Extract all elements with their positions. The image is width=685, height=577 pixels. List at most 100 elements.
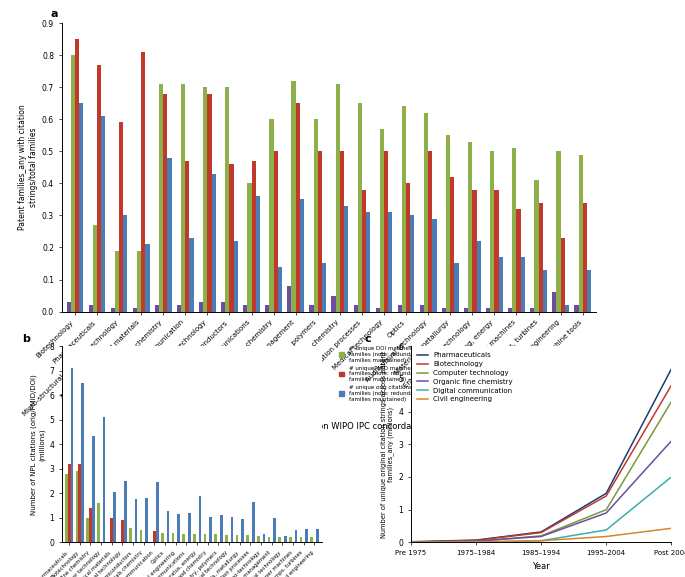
Bar — [140, 530, 142, 542]
Bar — [322, 264, 326, 312]
Pharmaceuticals — [667, 366, 675, 373]
Bar — [231, 516, 234, 542]
Bar — [556, 151, 560, 312]
Biotechnology — [667, 382, 675, 389]
Bar — [318, 151, 322, 312]
Bar — [314, 119, 318, 312]
Bar — [473, 190, 477, 312]
Bar — [512, 148, 516, 312]
Bar — [123, 215, 127, 312]
Bar — [101, 116, 105, 312]
Bar — [79, 103, 84, 312]
Bar — [133, 308, 137, 312]
Bar — [134, 500, 137, 542]
Bar — [167, 158, 172, 312]
Y-axis label: Patent families_any with citation
strings/total families: Patent families_any with citation string… — [18, 104, 38, 230]
Organic fine chemistry — [602, 509, 610, 516]
Legend: Pharmaceuticals, Biotechnology, Computer technology, Organic fine chemistry, Dig: Pharmaceuticals, Biotechnology, Computer… — [414, 350, 516, 405]
Digital communication — [602, 526, 610, 533]
Bar — [229, 164, 234, 312]
Digital communication — [407, 539, 415, 546]
Pharmaceuticals — [602, 490, 610, 497]
Bar — [241, 519, 244, 542]
Bar — [155, 305, 159, 312]
Bar — [362, 190, 366, 312]
Line: Digital communication: Digital communication — [411, 477, 671, 542]
Bar — [209, 516, 212, 542]
Bar — [256, 196, 260, 312]
Bar — [247, 183, 251, 312]
Bar — [446, 135, 450, 312]
Bar — [81, 383, 84, 542]
Bar — [375, 308, 379, 312]
Digital communication — [537, 537, 545, 544]
Bar — [543, 270, 547, 312]
Text: a: a — [51, 9, 58, 18]
Bar — [340, 151, 344, 312]
Bar — [110, 518, 113, 542]
Text: c: c — [364, 335, 371, 344]
Bar — [124, 481, 127, 542]
Bar — [71, 55, 75, 312]
Digital communication — [667, 474, 675, 481]
Bar — [468, 142, 473, 312]
Bar — [65, 474, 68, 542]
Bar — [450, 177, 454, 312]
Bar — [212, 174, 216, 312]
Bar — [384, 151, 388, 312]
Bar — [166, 511, 169, 542]
Bar — [66, 302, 71, 312]
Bar — [221, 302, 225, 312]
Bar — [358, 103, 362, 312]
Digital communication — [472, 538, 480, 545]
Bar — [490, 151, 495, 312]
Bar — [188, 513, 190, 542]
Pharmaceuticals — [407, 538, 415, 545]
Bar — [379, 129, 384, 312]
Bar — [68, 464, 71, 542]
Computer technology — [602, 506, 610, 513]
Computer technology — [667, 398, 675, 405]
Bar — [278, 267, 282, 312]
Bar — [111, 308, 115, 312]
Line: Pharmaceuticals: Pharmaceuticals — [411, 369, 671, 542]
Text: b: b — [23, 335, 30, 344]
Bar — [454, 264, 459, 312]
Bar — [583, 203, 587, 312]
Pharmaceuticals — [472, 537, 480, 544]
Bar — [353, 305, 358, 312]
Bar — [225, 87, 229, 312]
Bar — [295, 530, 297, 542]
Y-axis label: Number of unique original citation strings across patent
families_any (millions): Number of unique original citation strin… — [381, 351, 395, 538]
Bar — [199, 496, 201, 542]
Biotechnology — [472, 537, 480, 544]
Bar — [119, 122, 123, 312]
Bar — [78, 464, 81, 542]
Bar — [398, 305, 402, 312]
Bar — [159, 84, 163, 312]
Line: Biotechnology: Biotechnology — [411, 385, 671, 542]
Y-axis label: Number of NPL citations (orig/PMID/DOI)
(millions): Number of NPL citations (orig/PMID/DOI) … — [31, 374, 45, 515]
Bar — [273, 151, 278, 312]
Bar — [296, 103, 300, 312]
Bar — [560, 238, 565, 312]
Bar — [247, 535, 249, 542]
Bar — [306, 529, 308, 542]
Bar — [161, 533, 164, 542]
Computer technology — [537, 533, 545, 539]
Line: Organic fine chemistry: Organic fine chemistry — [411, 441, 671, 542]
Bar — [220, 515, 223, 542]
Bar — [89, 508, 92, 542]
Civil engineering — [667, 525, 675, 532]
Bar — [516, 209, 521, 312]
Bar — [86, 518, 89, 542]
Computer technology — [407, 539, 415, 546]
Bar — [344, 206, 348, 312]
Bar — [538, 203, 543, 312]
Bar — [486, 308, 490, 312]
Organic fine chemistry — [667, 437, 675, 444]
Bar — [432, 219, 436, 312]
Bar — [172, 533, 175, 542]
Bar — [552, 293, 556, 312]
Bar — [310, 538, 313, 542]
